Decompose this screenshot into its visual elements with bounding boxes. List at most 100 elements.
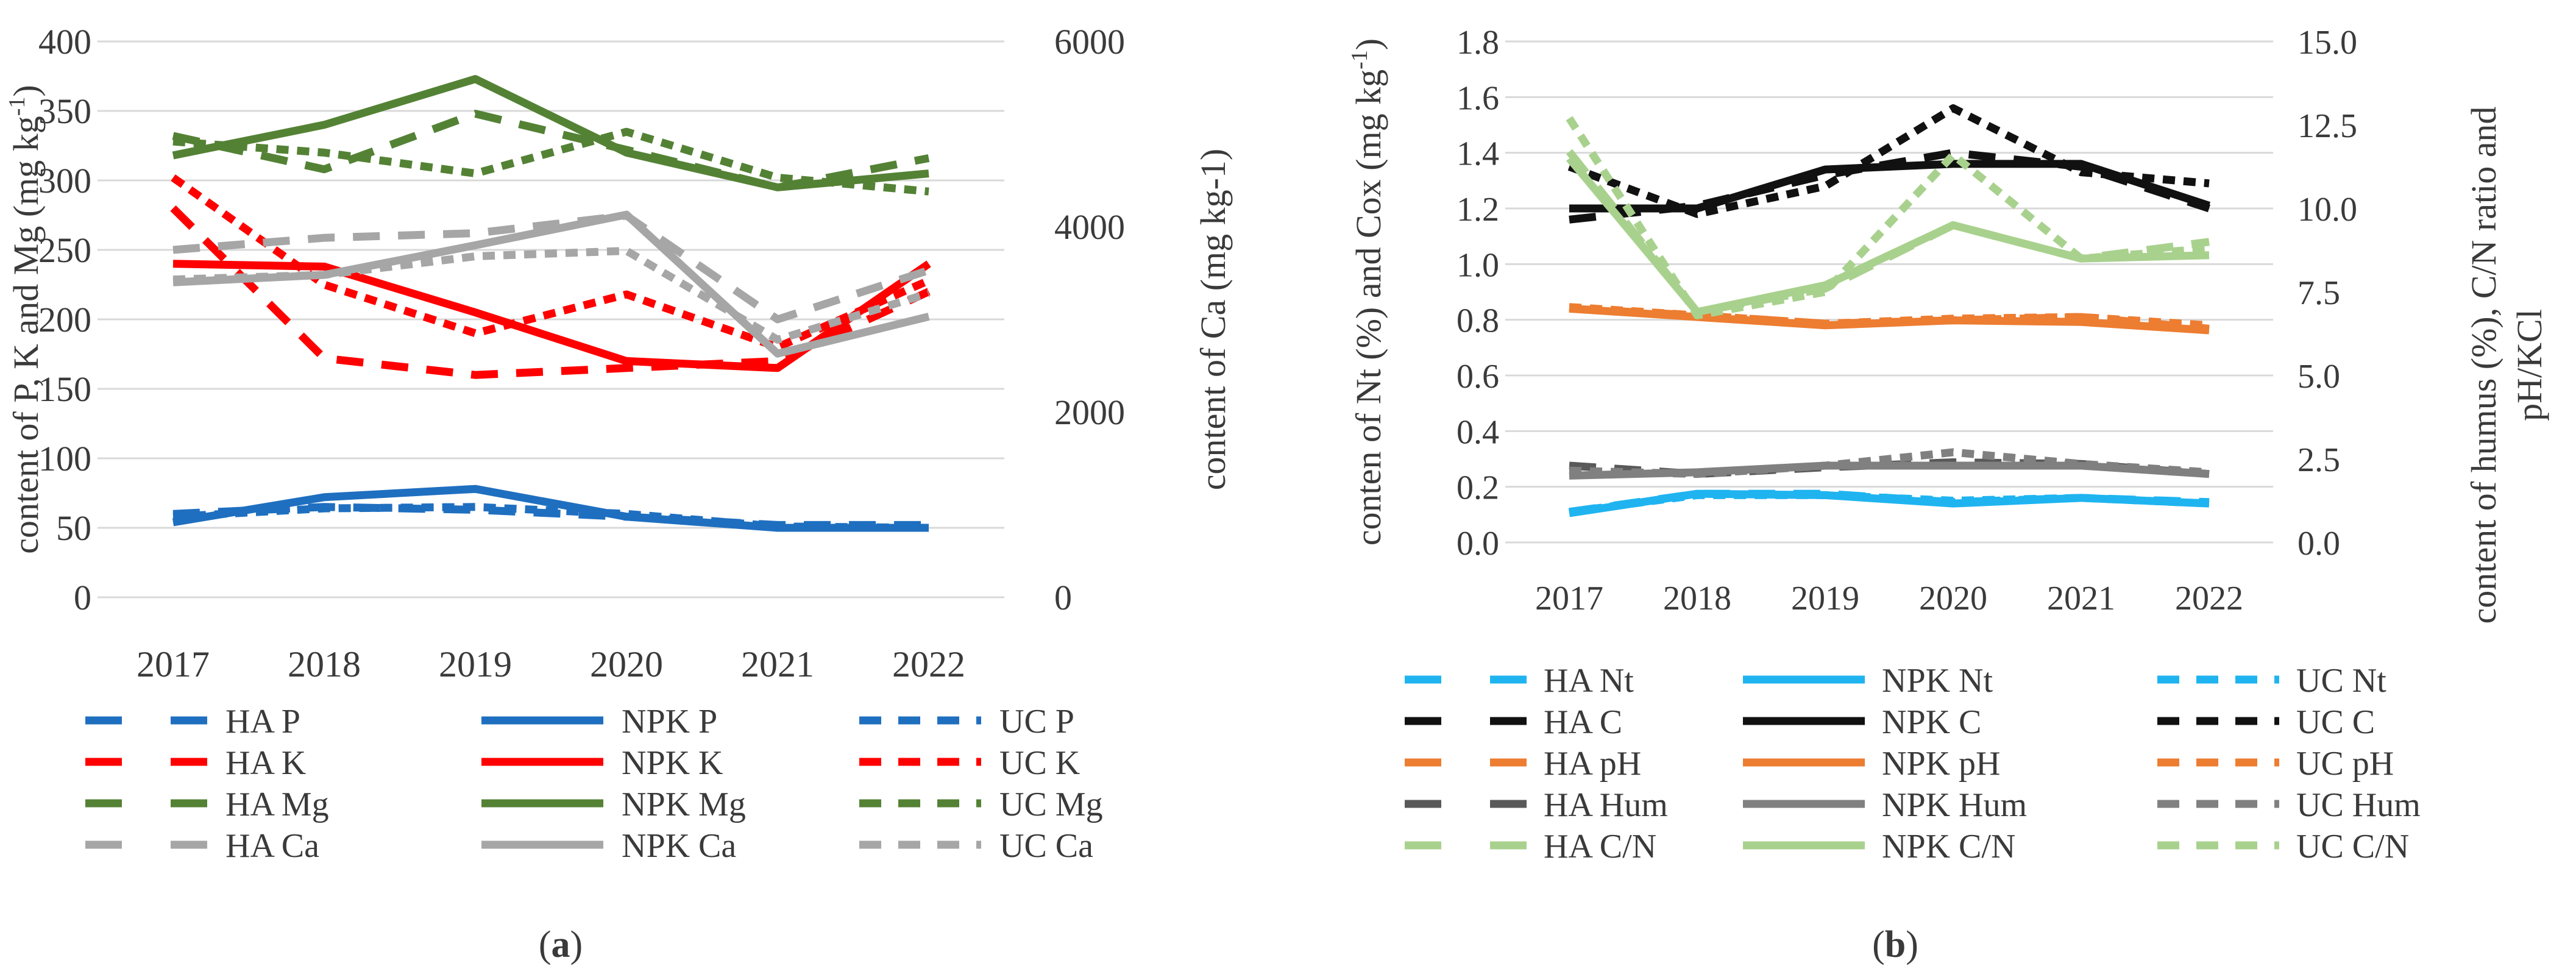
y-axis-title-superscript: -1 [4, 97, 30, 116]
y2-tick-label: 15.0 [2297, 24, 2357, 62]
y-axis-title-end: ) [6, 85, 46, 96]
legend-label: UC pH [2296, 745, 2394, 783]
y2-tick-label: 2.5 [2297, 441, 2340, 479]
y-axis-title: conten of Nt (%) and Cox (mg kg-1) [1347, 38, 1388, 545]
x-tick-label: 2018 [288, 644, 361, 684]
y-tick-label: 0.2 [1457, 469, 1499, 507]
y-tick-label: 1.6 [1457, 79, 1499, 117]
series-line-npk-c [1569, 160, 2211, 213]
series-line-uc-ca [172, 247, 930, 344]
legend-label: NPK Hum [1882, 786, 2027, 824]
series-line-npk-c-n [1566, 155, 2210, 316]
y-tick-label: 0.6 [1457, 358, 1499, 396]
series-line-uc-hum [1569, 448, 2210, 478]
y2-tick-label: 2000 [1054, 393, 1125, 432]
y-tick-label: 100 [38, 439, 91, 478]
x-tick-label: 2022 [892, 644, 965, 684]
x-tick-label: 2018 [1663, 580, 1731, 617]
series-line-uc-ph [1569, 303, 2210, 330]
y-tick-label: 0.0 [1457, 525, 1499, 563]
legend-label: HA C/N [1544, 828, 1656, 865]
y-axis-title-superscript: -1 [1347, 50, 1372, 69]
series-line-ha-ca [172, 211, 931, 324]
y-tick-label: 300 [38, 161, 91, 201]
x-tick-label: 2017 [1535, 580, 1603, 617]
chart-panel-1: 0501001502002503003504000200040006000201… [4, 22, 1233, 965]
legend-label: NPK K [622, 744, 723, 782]
y2-tick-label: 5.0 [2297, 358, 2340, 396]
y2-tick-label: 7.5 [2297, 274, 2340, 312]
legend-label: UC Ca [999, 827, 1093, 865]
y-tick-label: 350 [38, 91, 91, 131]
y-tick-label: 1.4 [1457, 135, 1499, 173]
y-tick-label: 150 [38, 369, 91, 409]
panel-label: (a) [539, 924, 583, 965]
legend-label: UC K [999, 744, 1080, 782]
y-tick-label: 50 [56, 508, 91, 548]
x-tick-label: 2022 [2175, 580, 2243, 617]
y-axis-title-end: ) [1349, 38, 1388, 50]
series-line-uc-nt [1569, 491, 2210, 516]
y-tick-label: 400 [38, 22, 91, 62]
series-line-npk-mg [172, 75, 929, 191]
legend-label: HA Mg [225, 786, 329, 823]
series-line-uc-k [171, 174, 931, 352]
chart-panel-2: 0.0 0.2 0.4 0.6 0.8 1.0 1.2 1.4 1.6 1.8 0.0 2.5 5.0 7… [1347, 24, 2549, 965]
legend-label: HA pH [1544, 745, 1641, 783]
y-tick-label: 1.0 [1457, 246, 1499, 284]
legend-label: NPK P [622, 703, 717, 741]
y-tick-label: 1.8 [1457, 24, 1499, 62]
legend-label: UC C/N [2296, 828, 2409, 865]
legend-label: UC P [999, 703, 1074, 741]
series-line-uc-c-n [1566, 116, 2210, 319]
legend-label: NPK C/N [1882, 828, 2015, 865]
y-tick-label: 1.2 [1457, 191, 1499, 229]
legend-label: NPK Mg [622, 786, 746, 823]
legend-label: HA C [1544, 703, 1622, 741]
y2-tick-label: 6000 [1054, 22, 1125, 62]
legend-label: UC Hum [2296, 786, 2421, 824]
y2-tick-label: 10.0 [2297, 191, 2357, 229]
y-tick-label: 200 [38, 300, 91, 339]
panel-label-letter: b [1885, 924, 1906, 965]
x-tick-label: 2021 [741, 644, 814, 684]
legend-label: NPK Ca [622, 827, 736, 865]
legend-label: HA Ca [225, 827, 319, 865]
legend-label: UC C [2296, 703, 2375, 741]
panel-label-open: ( [1872, 924, 1885, 965]
x-tick-label: 2020 [1919, 580, 1987, 617]
series-line-uc-p [172, 503, 929, 532]
y2-axis-title-line2: pH/KCl [2510, 309, 2549, 421]
y-axis-title-text: conten of Nt (%) and Cox (mg kg [1349, 69, 1388, 545]
legend-label: UC Nt [2296, 662, 2386, 700]
y2-tick-label: 0 [1054, 578, 1072, 617]
y-tick-label: 0.4 [1457, 413, 1499, 451]
legend-label: HA Nt [1544, 662, 1634, 700]
legend-label: NPK Nt [1882, 662, 1993, 700]
y2-axis-title: content of Ca (mg kg-1) [1193, 149, 1233, 491]
x-tick-label: 2019 [1791, 580, 1859, 617]
x-tick-label: 2021 [2047, 580, 2115, 617]
y2-axis-title-line1: content of humus (%), C/N ratio and [2464, 107, 2503, 624]
x-tick-label: 2019 [439, 644, 512, 684]
legend-label: NPK C [1882, 703, 1981, 741]
legend-label: NPK pH [1882, 745, 2000, 783]
series-line-uc-c [1567, 104, 2210, 218]
panel-label-open: ( [539, 924, 552, 965]
panel-label: (b) [1872, 924, 1918, 965]
x-tick-label: 2020 [590, 644, 663, 684]
y-tick-label: 0.8 [1457, 302, 1499, 340]
y-tick-label: 0 [74, 578, 91, 617]
y2-tick-label: 4000 [1054, 207, 1125, 247]
legend-label: HA P [225, 703, 300, 741]
y2-tick-label: 0.0 [2297, 525, 2340, 563]
y2-tick-label: 12.5 [2297, 107, 2357, 145]
panel-label-close: ) [570, 924, 583, 965]
x-tick-label: 2017 [137, 644, 210, 684]
y-axis-title-text: content of P, K and Mg (mg kg [6, 116, 46, 554]
legend-label: UC Mg [999, 786, 1103, 823]
legend-label: HA Hum [1544, 786, 1668, 824]
y-tick-label: 250 [38, 230, 91, 270]
series-line-uc-mg [172, 127, 929, 196]
